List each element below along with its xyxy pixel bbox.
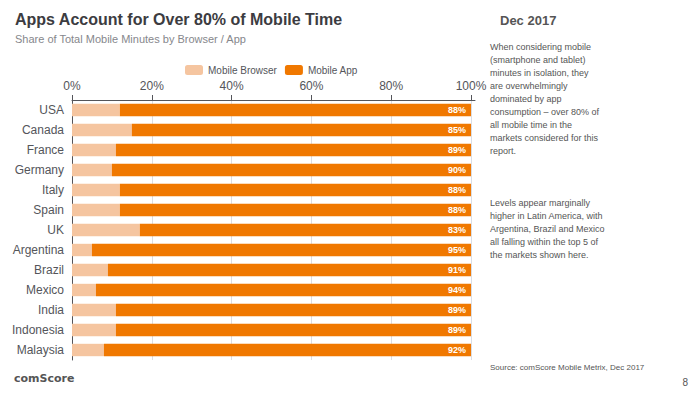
svg-text:88%: 88% [448,185,466,195]
svg-text:India: India [38,303,64,317]
svg-text:consumption – over 80% of: consumption – over 80% of [490,107,600,117]
svg-text:89%: 89% [448,325,466,335]
svg-text:Indonesia: Indonesia [12,323,64,337]
svg-text:91%: 91% [448,265,466,275]
svg-text:all falling within the top 5 o: all falling within the top 5 of [490,237,599,247]
svg-text:60%: 60% [299,79,323,93]
svg-text:all mobile time in the: all mobile time in the [490,120,572,130]
svg-text:Italy: Italy [42,183,64,197]
svg-text:comScore: comScore [14,372,74,385]
svg-text:report.: report. [490,146,516,156]
svg-text:markets considered for this: markets considered for this [490,133,599,143]
svg-text:94%: 94% [448,285,466,295]
svg-text:8: 8 [682,377,688,388]
svg-text:Levels appear marginally: Levels appear marginally [490,198,591,208]
svg-text:83%: 83% [448,225,466,235]
svg-text:89%: 89% [448,305,466,315]
svg-text:Mobile Browser: Mobile Browser [208,65,278,76]
svg-text:France: France [27,143,65,157]
svg-text:higher in Latin America, with: higher in Latin America, with [490,211,603,221]
svg-text:Spain: Spain [33,203,64,217]
svg-text:80%: 80% [379,79,403,93]
svg-text:are overwhelmingly: are overwhelmingly [490,81,568,91]
svg-text:40%: 40% [220,79,244,93]
svg-text:Brazil: Brazil [34,263,64,277]
svg-text:88%: 88% [448,105,466,115]
svg-text:dominated by app: dominated by app [490,94,562,104]
svg-text:95%: 95% [448,245,466,255]
svg-text:20%: 20% [140,79,164,93]
svg-text:When considering mobile: When considering mobile [490,42,591,52]
svg-text:Argentina: Argentina [13,243,65,257]
svg-text:Argentina, Brazil and Mexico: Argentina, Brazil and Mexico [490,224,605,234]
svg-text:88%: 88% [448,205,466,215]
svg-text:Share of Total Mobile Minutes: Share of Total Mobile Minutes by Browser… [15,33,246,45]
svg-text:(smartphone and tablet): (smartphone and tablet) [490,55,586,65]
svg-text:Apps Account for Over 80% of M: Apps Account for Over 80% of Mobile Time [15,11,342,28]
svg-text:Canada: Canada [22,123,64,137]
svg-text:Mexico: Mexico [26,283,64,297]
svg-text:90%: 90% [448,165,466,175]
svg-text:Malaysia: Malaysia [17,343,65,357]
svg-text:USA: USA [39,103,64,117]
svg-text:89%: 89% [448,145,466,155]
svg-text:minutes in isolation, they: minutes in isolation, they [490,68,589,78]
svg-text:Source: comScore Mobile Metrix: Source: comScore Mobile Metrix, Dec 2017 [490,363,645,372]
svg-text:100%: 100% [456,79,487,93]
svg-text:Dec 2017: Dec 2017 [500,13,556,28]
svg-text:0%: 0% [63,79,81,93]
svg-text:UK: UK [47,223,64,237]
svg-text:85%: 85% [448,125,466,135]
svg-text:92%: 92% [448,345,466,355]
svg-text:Germany: Germany [15,163,64,177]
svg-text:the markets shown here.: the markets shown here. [490,250,589,260]
svg-text:Mobile App: Mobile App [308,65,358,76]
